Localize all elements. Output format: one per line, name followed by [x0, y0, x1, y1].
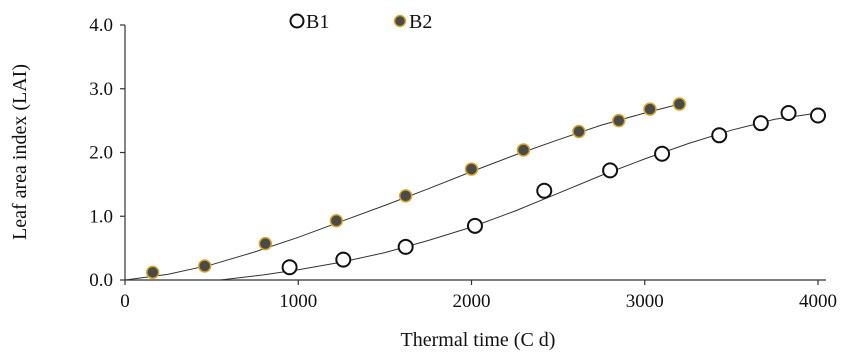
legend-label-b1: B1: [306, 11, 329, 33]
data-point-b1: [654, 145, 671, 162]
axes: 0.0 1.0 2.0 3.0 4.0 0 1000 2000 3000 4000: [89, 15, 837, 312]
legend: B1 B2: [289, 11, 432, 33]
y-tick-label: 2.0: [89, 143, 113, 164]
y-tick-label: 0.0: [89, 270, 113, 291]
data-point-b2: [672, 97, 687, 111]
data-point-b2: [145, 265, 160, 280]
x-axis-title: Thermal time (C d): [401, 329, 556, 351]
data-point-b2: [258, 236, 273, 251]
data-point-b1: [281, 259, 298, 276]
data-point-b1: [335, 251, 352, 268]
data-point-b1: [752, 115, 769, 132]
x-tick-label: 2000: [453, 291, 491, 312]
legend-marker-b1: [289, 13, 305, 29]
data-point-b1: [711, 127, 728, 144]
data-point-b2: [516, 143, 531, 157]
fit-curve-b1: [220, 112, 819, 281]
data-point-b1: [466, 217, 483, 234]
x-tick-label: 4000: [799, 291, 837, 312]
y-tick-label: 4.0: [89, 15, 113, 36]
y-axis-title: Leaf area index (LAI): [9, 64, 31, 240]
data-point-b2: [643, 102, 657, 116]
data-points: [145, 97, 826, 280]
data-point-b2: [329, 213, 344, 228]
y-tick-label: 3.0: [89, 79, 113, 100]
data-point-b2: [572, 124, 586, 139]
data-point-b2: [197, 259, 212, 273]
data-point-b2: [464, 162, 479, 176]
data-point-b2: [612, 113, 626, 128]
x-tick-label: 3000: [626, 291, 664, 312]
x-tick-label: 0: [120, 291, 130, 312]
legend-marker-b2: [393, 14, 407, 28]
data-point-b2: [398, 189, 413, 203]
data-point-b1: [810, 107, 826, 124]
data-point-b1: [536, 182, 553, 199]
y-tick-label: 1.0: [89, 206, 113, 227]
data-point-b1: [397, 238, 414, 255]
data-point-b1: [602, 162, 619, 179]
legend-label-b2: B2: [409, 11, 432, 33]
x-tick-label: 1000: [279, 291, 317, 312]
data-point-b1: [780, 104, 797, 121]
